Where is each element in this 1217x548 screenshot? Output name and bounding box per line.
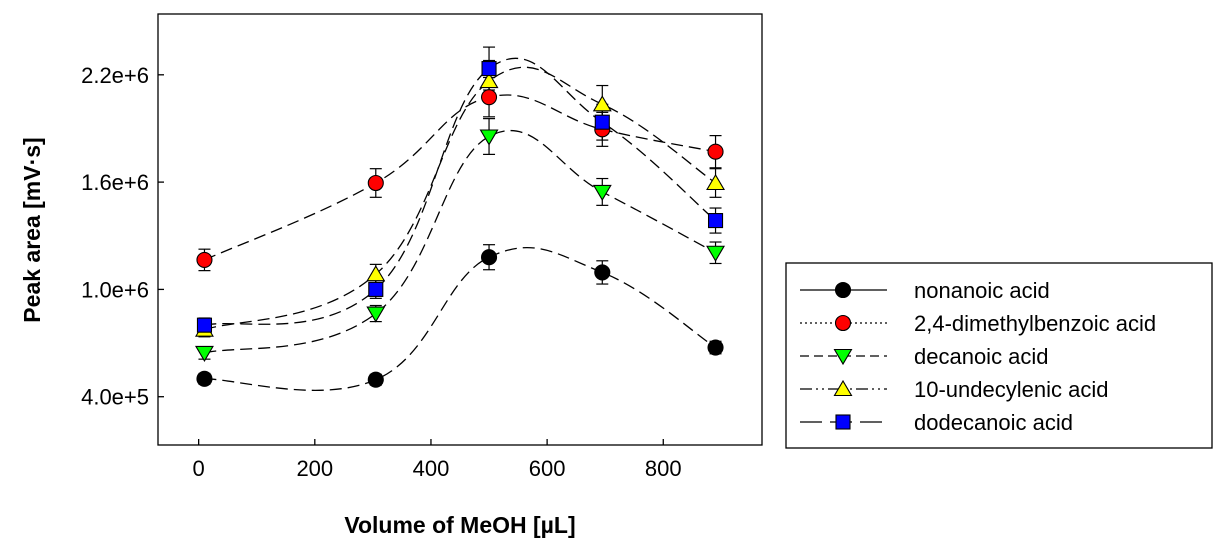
- data-point: [707, 143, 724, 160]
- error-bars: [198, 46, 722, 386]
- fit-curves: [204, 57, 716, 391]
- data-point: [707, 213, 724, 229]
- legend: nonanoic acid 2,4-dimethylbenzoic acid dec…: [785, 262, 1213, 449]
- y-axis-title: Peak area [mV·s]: [19, 137, 45, 322]
- data-point: [480, 249, 498, 266]
- legend-label: decanoic acid: [914, 344, 1049, 369]
- fit-curve: [204, 246, 716, 391]
- data-point: [367, 371, 384, 388]
- data-point: [196, 317, 213, 333]
- plot-frame: [157, 13, 763, 446]
- data-point: [368, 281, 384, 297]
- data-point: [366, 306, 386, 323]
- legend-label: 10-undecylenic acid: [914, 377, 1108, 402]
- data-point: [594, 264, 611, 281]
- data-point: [592, 184, 612, 202]
- legend-marker: [835, 414, 851, 430]
- legend-label: 2,4-dimethylbenzoic acid: [914, 311, 1156, 336]
- legend-marker: [833, 379, 853, 397]
- data-point: [594, 114, 610, 130]
- legend-marker: [833, 348, 853, 366]
- x-tick-label: 200: [296, 456, 333, 481]
- legend-label: nonanoic acid: [914, 278, 1050, 303]
- legend-marker: [834, 314, 852, 332]
- x-tick-label: 400: [413, 456, 450, 481]
- data-point: [706, 173, 725, 191]
- data-point: [366, 265, 386, 282]
- fit-curve: [204, 94, 716, 261]
- data-point: [481, 60, 497, 77]
- data-point: [196, 370, 213, 387]
- data-point: [195, 345, 214, 362]
- y-tick-label: 1.6e+6: [81, 170, 149, 195]
- fit-curve: [204, 129, 716, 354]
- data-markers: [195, 60, 725, 388]
- y-tick-label: 2.2e+6: [81, 63, 149, 88]
- fit-curve: [204, 66, 716, 331]
- data-point: [592, 95, 612, 112]
- legend-label: dodecanoic acid: [914, 410, 1073, 435]
- x-axis: 0 200 400 600 800: [193, 439, 682, 481]
- data-point: [479, 71, 499, 89]
- data-point: [707, 339, 724, 356]
- data-point: [480, 89, 498, 106]
- x-tick-label: 0: [193, 456, 205, 481]
- y-tick-label: 4.0e+5: [81, 385, 149, 410]
- x-tick-label: 600: [529, 456, 566, 481]
- x-tick-label: 800: [645, 456, 682, 481]
- data-point: [706, 245, 725, 262]
- y-tick-label: 1.0e+6: [81, 277, 149, 302]
- data-point: [367, 174, 384, 192]
- x-axis-title: Volume of MeOH [µL]: [344, 512, 575, 538]
- legend-marker: [834, 281, 852, 299]
- data-point: [479, 129, 499, 146]
- y-axis: 4.0e+5 1.0e+6 1.6e+6 2.2e+6: [81, 63, 164, 410]
- fit-curve: [204, 57, 716, 326]
- data-point: [196, 251, 213, 268]
